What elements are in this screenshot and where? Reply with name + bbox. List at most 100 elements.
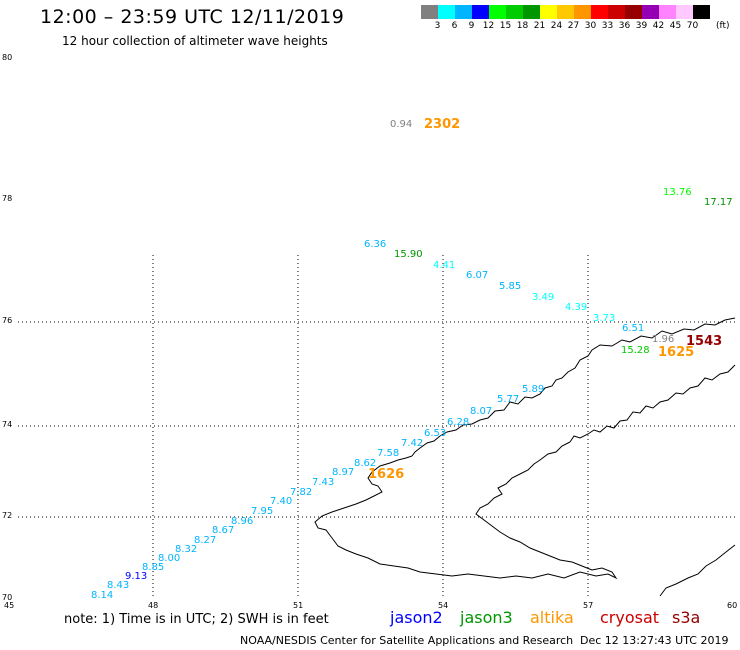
coastline-north-island: [411, 317, 736, 457]
observation-label: 5.85: [499, 281, 522, 292]
footer-credit: NOAA/NESDIS Center for Satellite Applica…: [240, 634, 574, 647]
legend-label: 27: [567, 21, 580, 31]
lon-tick-48: 48: [148, 601, 159, 610]
observation-label: 1626: [368, 467, 405, 482]
observation-label: 1543: [686, 334, 723, 349]
observation-label: 2302: [424, 117, 461, 132]
lon-tick-57: 57: [583, 601, 594, 610]
observation-label: 6.36: [364, 239, 387, 250]
observation-label: 6.51: [622, 323, 645, 334]
map-title: 12:00 – 23:59 UTC 12/11/2019: [40, 6, 345, 28]
lat-tick-78: 78: [2, 194, 13, 203]
legend-swatch: [676, 5, 693, 19]
observation-label: 5.89: [522, 384, 545, 395]
lon-tick-45: 45: [4, 601, 15, 610]
observation-label: 15.90: [394, 249, 423, 260]
legend-swatch: [438, 5, 455, 19]
legend-label: 70: [686, 21, 699, 31]
coastline-south-island-east: [475, 441, 593, 571]
lat-tick-70: 70: [2, 593, 13, 602]
satellite-altika: altika: [530, 608, 574, 627]
legend-swatch: [455, 5, 472, 19]
legend-label: 42: [652, 21, 665, 31]
coastline: [314, 317, 736, 597]
legend-swatch: [608, 5, 625, 19]
coastline-south-island: [314, 455, 618, 580]
legend-label: 15: [499, 21, 512, 31]
legend-label: 18: [516, 21, 529, 31]
observation-label: 8.32: [175, 544, 198, 555]
legend-swatch: [659, 5, 676, 19]
footer-timestamp: Dec 12 13:27:43 UTC 2019: [580, 634, 729, 647]
coastline-mainland: [659, 544, 736, 597]
legend-label: 39: [635, 21, 648, 31]
legend-label: 21: [533, 21, 546, 31]
observation-label: 4.39: [565, 302, 588, 313]
lat-tick-80: 80: [2, 53, 13, 62]
observation-label: 8.96: [231, 516, 254, 527]
observation-label: 7.40: [270, 496, 293, 507]
legend-swatch: [574, 5, 591, 19]
map-subtitle: 12 hour collection of altimeter wave hei…: [62, 34, 328, 48]
satellite-cryosat: cryosat: [600, 608, 660, 627]
legend-swatch: [557, 5, 574, 19]
observation-label: 8.62: [354, 458, 377, 469]
observation-label: 7.43: [312, 477, 335, 488]
legend-swatch: [472, 5, 489, 19]
legend-label: 3: [434, 21, 441, 31]
legend-label: 45: [669, 21, 682, 31]
legend-swatch: [693, 5, 710, 19]
legend-label: 30: [584, 21, 597, 31]
legend-label: 33: [601, 21, 614, 31]
lon-tick-60: 60: [727, 601, 738, 610]
observation-label: 8.43: [107, 580, 130, 591]
legend-label: 6: [451, 21, 458, 31]
observation-label: 7.42: [401, 438, 424, 449]
satellite-jason3: jason3: [460, 608, 513, 627]
observation-label: 8.07: [470, 406, 493, 417]
legend-label: 24: [550, 21, 563, 31]
footer-note: note: 1) Time is in UTC; 2) SWH is in fe…: [64, 612, 329, 627]
observation-label: 8.67: [212, 525, 235, 536]
graticule: [18, 255, 735, 596]
observation-label: 8.97: [332, 467, 355, 478]
satellite-s3a: s3a: [672, 608, 701, 627]
legend-label: 36: [618, 21, 631, 31]
lon-tick-51: 51: [293, 601, 304, 610]
legend-unit: (ft): [716, 21, 730, 31]
observation-label: 15.28: [621, 345, 650, 356]
legend-swatch: [506, 5, 523, 19]
observation-label: 6.53: [424, 428, 447, 439]
observation-label: 1.96: [652, 334, 675, 345]
lat-tick-74: 74: [2, 420, 13, 429]
legend-swatch: [625, 5, 642, 19]
observation-label: 13.76: [663, 187, 692, 198]
legend-swatch: [523, 5, 540, 19]
observation-label: 6.28: [447, 417, 470, 428]
observation-label: 3.73: [593, 313, 616, 324]
observation-label: 8.00: [158, 553, 181, 564]
lat-tick-72: 72: [2, 511, 13, 520]
observation-label: 7.82: [290, 487, 313, 498]
observation-label: 4.41: [433, 260, 456, 271]
legend-label: 12: [482, 21, 495, 31]
coastline-north-island-east: [569, 364, 736, 443]
lat-tick-76: 76: [2, 316, 13, 325]
legend-swatch: [489, 5, 506, 19]
observation-label: 7.58: [377, 448, 400, 459]
legend-swatch: [421, 5, 438, 19]
color-legend-labels: 3 6 9 12 15 18 21 24 27 30 33 36 39 42 45 70: [421, 21, 740, 33]
legend-label: 9: [468, 21, 475, 31]
observation-label: 5.77: [497, 394, 520, 405]
observation-label: 8.14: [91, 590, 114, 601]
observation-label: 6.07: [466, 270, 489, 281]
observation-label: 8.27: [194, 535, 217, 546]
satellite-jason2: jason2: [390, 608, 443, 627]
color-legend: [421, 5, 710, 19]
lon-tick-54: 54: [438, 601, 449, 610]
legend-swatch: [591, 5, 608, 19]
observation-label: 9.13: [125, 571, 148, 582]
observation-label: 17.17: [704, 197, 733, 208]
legend-swatch: [540, 5, 557, 19]
